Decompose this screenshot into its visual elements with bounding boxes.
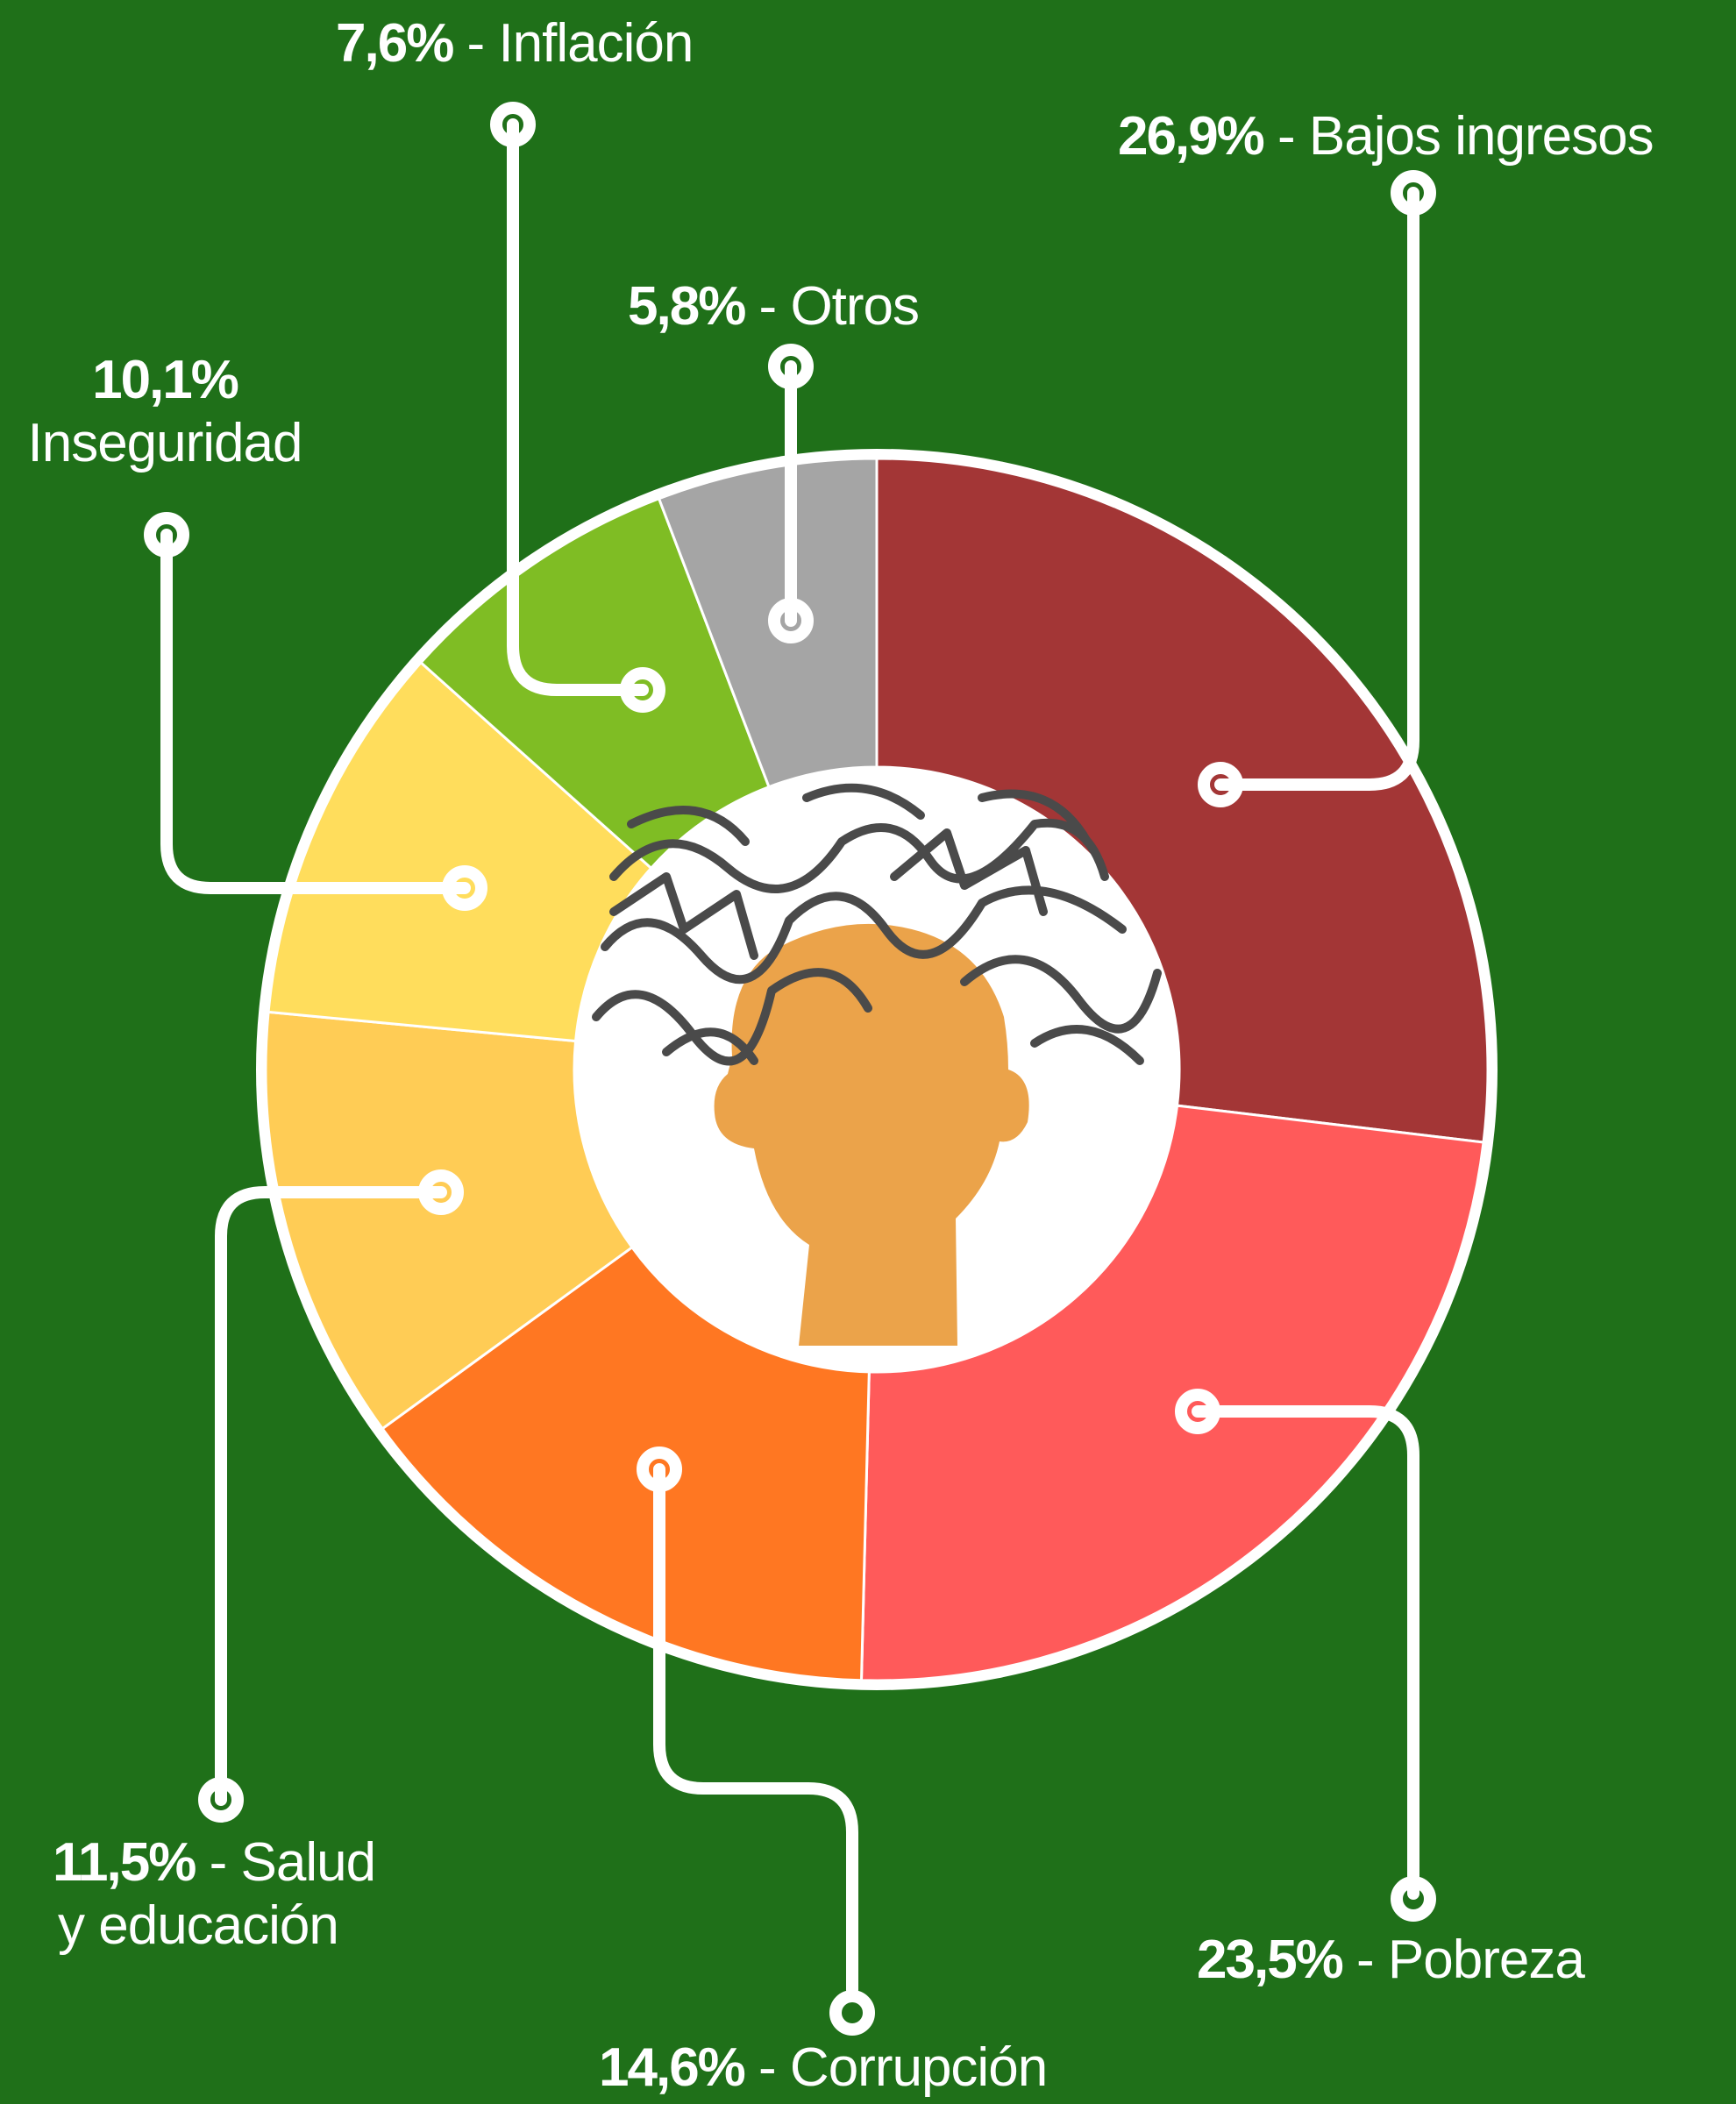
label-bajos-ingresos: 26,9% - Bajos ingresos: [1118, 105, 1654, 168]
marker-pobreza-inner: [1175, 1389, 1220, 1434]
label-bajos-ingresos-pct: 26,9%: [1118, 106, 1265, 167]
marker-bajos-inner: [1198, 762, 1243, 807]
marker-pobreza-outer: [1391, 1876, 1436, 1922]
connector-inseguridad: [160, 529, 471, 894]
marker-bajos-outer: [1391, 170, 1436, 216]
label-otros: 5,8% - Otros: [628, 275, 920, 338]
label-otros-name: Otros: [790, 276, 920, 337]
connector-inflacion: [507, 118, 649, 696]
callout-markers: [144, 102, 1436, 2036]
label-inseguridad-name: Inseguridad: [27, 413, 302, 473]
marker-inseguridad-inner: [442, 865, 487, 911]
label-pobreza-pct: 23,5%: [1197, 1930, 1344, 1990]
label-otros-sep: -: [744, 276, 791, 337]
marker-inflacion-inner: [620, 667, 665, 713]
label-salud-line1: 11,5% - Salud: [53, 1831, 377, 1894]
marker-corrupcion-inner: [637, 1446, 682, 1492]
label-corrupcion-name: Corrupción: [789, 2037, 1048, 2098]
slice-inseguridad: [267, 660, 653, 1043]
label-inflacion-pct: 7,6%: [336, 13, 454, 74]
label-inflacion: 7,6% - Inflación: [336, 12, 694, 75]
label-corrupcion-pct: 14,6%: [599, 2037, 746, 2098]
label-pobreza-sep: -: [1341, 1930, 1388, 1990]
label-pobreza: 23,5% - Pobreza: [1197, 1929, 1585, 1992]
label-otros-pct: 5,8%: [628, 276, 746, 337]
label-salud: 11,5% - Salud y educación: [53, 1831, 377, 1958]
label-corrupcion: 14,6% - Corrupción: [599, 2036, 1048, 2100]
label-inflacion-sep: -: [452, 13, 499, 74]
donut-slices: [264, 457, 1490, 1682]
label-corrupcion-sep: -: [743, 2037, 790, 2098]
label-bajos-ingresos-sep: -: [1263, 106, 1309, 167]
connector-pobreza: [1192, 1405, 1419, 1900]
connector-corrupcion: [653, 1463, 858, 1996]
marker-otros-outer: [768, 344, 814, 389]
marker-salud-inner: [418, 1169, 464, 1215]
label-inseguridad-pct: 10,1%: [7, 349, 323, 412]
label-salud-sep: -: [195, 1832, 241, 1893]
marker-otros-inner: [768, 598, 814, 643]
label-inseguridad: 10,1% Inseguridad: [7, 349, 323, 475]
label-pobreza-name: Pobreza: [1387, 1930, 1585, 1990]
label-salud-name: Salud: [240, 1832, 377, 1893]
label-bajos-ingresos-name: Bajos ingresos: [1308, 106, 1654, 167]
marker-corrupcion-outer: [829, 1990, 875, 2036]
connector-salud: [215, 1186, 447, 1806]
callout-connectors: [160, 118, 1419, 1996]
marker-inflacion-outer: [490, 102, 536, 147]
marker-inseguridad-outer: [144, 512, 189, 558]
label-salud-pct: 11,5%: [53, 1832, 196, 1893]
stressed-head-icon: [592, 783, 1162, 1346]
marker-salud-outer: [198, 1777, 244, 1823]
label-inflacion-name: Inflación: [498, 13, 694, 74]
label-inseguridad-pct-text: 10,1%: [92, 350, 239, 410]
label-salud-line2: y educación: [58, 1895, 339, 1956]
connector-bajos-ingresos: [1214, 187, 1419, 791]
